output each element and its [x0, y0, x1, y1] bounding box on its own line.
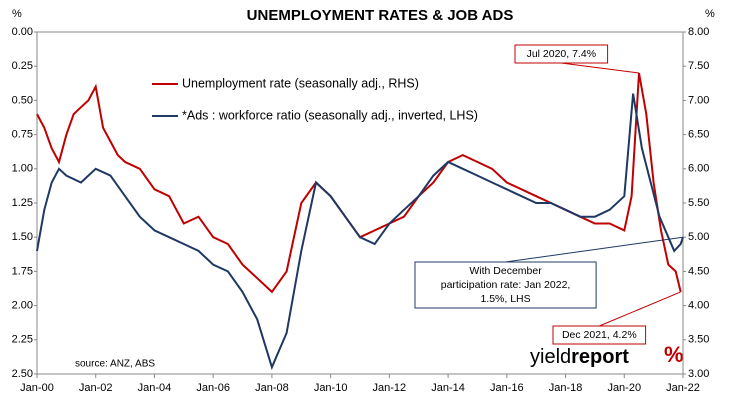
logo: yieldreport: [530, 346, 629, 368]
y2-tick-label: 6.50: [688, 129, 709, 141]
y2-tick-label: 3.00: [688, 368, 709, 380]
annotation-box: [552, 325, 647, 345]
x-tick-label: Jan-16: [490, 382, 524, 394]
logo-icon: %: [664, 342, 684, 367]
y-tick-label: 1.75: [12, 265, 33, 277]
x-tick-label: Jan-04: [138, 382, 172, 394]
y2-tick-label: 7.00: [688, 94, 709, 106]
annotation-leader: [505, 236, 684, 263]
y-tick-label: 1.50: [12, 231, 33, 243]
y2-tick-label: 5.00: [688, 231, 709, 243]
x-tick-label: Jan-12: [373, 382, 407, 394]
annotation-text: participation rate: Jan 2022,: [441, 279, 571, 291]
logo-bold: report: [571, 346, 629, 368]
annotation-text: Dec 2021, 4.2%: [562, 329, 637, 341]
y-unit: %: [12, 8, 22, 20]
y-tick-label: 2.00: [12, 300, 33, 312]
x-tick-label: Jan-20: [607, 382, 641, 394]
x-tick-label: Jan-02: [79, 382, 113, 394]
source: source: ANZ, ABS: [75, 359, 155, 370]
y-tick-label: 0.25: [12, 60, 33, 72]
y-tick-label: 0.00: [12, 26, 33, 38]
y2-tick-label: 5.50: [688, 197, 709, 209]
y-tick-label: 1.25: [12, 197, 33, 209]
y-tick-label: 0.50: [12, 94, 33, 106]
y-tick-label: 2.50: [12, 368, 33, 380]
y-tick-label: 2.25: [12, 334, 33, 346]
series-line: [36, 72, 682, 294]
x-tick-label: Jan-00: [20, 382, 54, 394]
annotation-leader: [599, 291, 681, 327]
y2-tick-label: 4.00: [688, 300, 709, 312]
x-tick-label: Jan-10: [314, 382, 348, 394]
annotation-text: 1.5%, LHS: [480, 293, 530, 305]
chart-title: UNEMPLOYMENT RATES & JOB ADS: [247, 7, 514, 24]
annotation-text: Jul 2020, 7.4%: [527, 48, 596, 60]
logo-main: yield: [530, 346, 571, 368]
y2-tick-label: 7.50: [688, 60, 709, 72]
x-tick-label: Jan-08: [255, 382, 289, 394]
y2-tick-label: 6.00: [688, 163, 709, 175]
series-line: [36, 93, 684, 371]
x-tick-label: Jan-22: [666, 382, 700, 394]
annotation-leader: [561, 62, 640, 74]
legend-label: Unemployment rate (seasonally adj., RHS): [182, 76, 419, 90]
y-tick-label: 1.00: [12, 163, 33, 175]
y2-tick-label: 4.50: [688, 265, 709, 277]
y2-tick-label: 8.00: [688, 26, 709, 38]
x-tick-label: Jan-18: [549, 382, 583, 394]
x-tick-label: Jan-14: [431, 382, 465, 394]
annotation-box: [414, 261, 597, 309]
x-tick-label: Jan-06: [196, 382, 230, 394]
y2-unit: %: [705, 8, 715, 20]
annotation-text: With December: [469, 265, 542, 277]
annotation-box: [514, 44, 609, 64]
y2-tick-label: 3.50: [688, 334, 709, 346]
y-tick-label: 0.75: [12, 129, 33, 141]
legend-label: *Ads : workforce ratio (seasonally adj.,…: [182, 108, 478, 122]
